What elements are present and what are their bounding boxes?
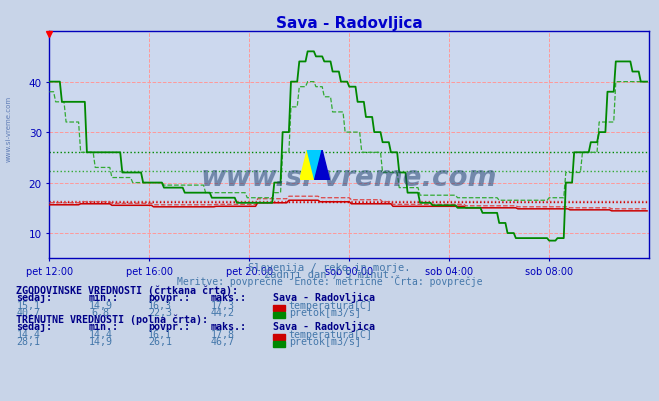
Text: 44,2: 44,2 xyxy=(211,307,235,317)
Text: zadnji dan / 5 minut.: zadnji dan / 5 minut. xyxy=(264,269,395,279)
Text: www.si-vreme.com: www.si-vreme.com xyxy=(201,163,498,191)
Text: 16,3: 16,3 xyxy=(148,300,172,310)
Text: Sava - Radovljica: Sava - Radovljica xyxy=(273,292,376,303)
Text: TRENUTNE VREDNOSTI (polna črta):: TRENUTNE VREDNOSTI (polna črta): xyxy=(16,314,208,324)
Text: 46,7: 46,7 xyxy=(211,336,235,346)
Text: maks.:: maks.: xyxy=(211,293,247,303)
Polygon shape xyxy=(300,151,315,180)
Text: pretok[m3/s]: pretok[m3/s] xyxy=(289,307,360,317)
Text: 28,1: 28,1 xyxy=(16,336,40,346)
Polygon shape xyxy=(307,151,322,180)
Text: pretok[m3/s]: pretok[m3/s] xyxy=(289,336,360,346)
Text: min.:: min.: xyxy=(89,322,119,332)
Text: sedaj:: sedaj: xyxy=(16,321,53,332)
Text: 17,3: 17,3 xyxy=(211,300,235,310)
Text: 14,4: 14,4 xyxy=(89,329,113,339)
Text: 6,8: 6,8 xyxy=(92,307,110,317)
Text: povpr.:: povpr.: xyxy=(148,322,190,332)
Text: sedaj:: sedaj: xyxy=(16,292,53,303)
Text: maks.:: maks.: xyxy=(211,322,247,332)
Text: Sava - Radovljica: Sava - Radovljica xyxy=(273,321,376,332)
Text: 15,1: 15,1 xyxy=(16,300,40,310)
Text: 16,1: 16,1 xyxy=(148,329,172,339)
Text: 22,3: 22,3 xyxy=(148,307,172,317)
Text: min.:: min.: xyxy=(89,293,119,303)
Text: Meritve: povprečne  Enote: metrične  Črta: povprečje: Meritve: povprečne Enote: metrične Črta:… xyxy=(177,274,482,286)
Text: povpr.:: povpr.: xyxy=(148,293,190,303)
Text: temperatura[C]: temperatura[C] xyxy=(289,300,372,310)
Text: 26,1: 26,1 xyxy=(148,336,172,346)
Polygon shape xyxy=(315,151,330,180)
Title: Sava - Radovljica: Sava - Radovljica xyxy=(276,16,422,31)
Text: 14,4: 14,4 xyxy=(16,329,40,339)
Text: 40,7: 40,7 xyxy=(16,307,40,317)
Text: 17,8: 17,8 xyxy=(211,329,235,339)
Text: Slovenija / reke in morje.: Slovenija / reke in morje. xyxy=(248,263,411,273)
Text: www.si-vreme.com: www.si-vreme.com xyxy=(5,95,12,161)
Text: 14,9: 14,9 xyxy=(89,336,113,346)
Text: temperatura[C]: temperatura[C] xyxy=(289,329,372,339)
Text: 14,9: 14,9 xyxy=(89,300,113,310)
Text: ZGODOVINSKE VREDNOSTI (črtkana črta):: ZGODOVINSKE VREDNOSTI (črtkana črta): xyxy=(16,285,239,296)
